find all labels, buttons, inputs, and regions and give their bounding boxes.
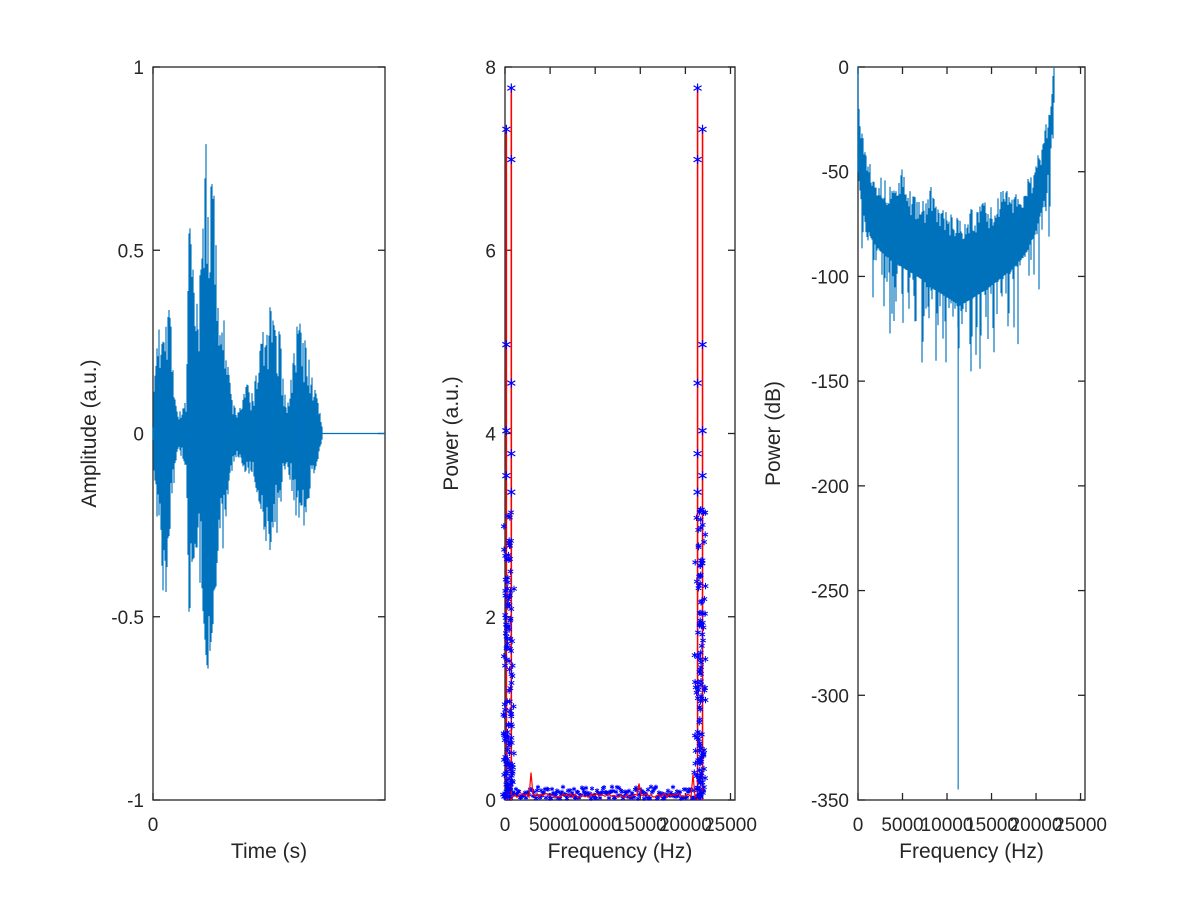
y-tick-label: -0.5 — [111, 608, 144, 629]
noise-floor-markers — [502, 784, 707, 801]
x-axis-label: Frequency (Hz) — [548, 840, 693, 863]
y-tick-label: 2 — [485, 608, 496, 629]
y-axis-label: Amplitude (a.u.) — [78, 359, 101, 507]
y-tick-label: -50 — [822, 163, 849, 184]
x-tick-label: 10000 — [921, 815, 974, 836]
y-tick-label: -300 — [811, 686, 849, 707]
y-tick-label: -200 — [811, 477, 849, 498]
y-axis-label: Power (a.u.) — [440, 376, 463, 490]
x-tick-label: 25000 — [1054, 815, 1107, 836]
y-tick-label: -100 — [811, 267, 849, 288]
x-tick-label: 10000 — [569, 815, 622, 836]
db-spectrum-series — [857, 67, 1055, 372]
x-tick-label: 0 — [148, 815, 159, 836]
y-tick-label: -250 — [811, 582, 849, 603]
red-spectral-lines — [505, 88, 704, 800]
x-tick-label: 0 — [853, 815, 864, 836]
x-tick-label: 20000 — [659, 815, 712, 836]
x-tick-label: 20000 — [1010, 815, 1063, 836]
x-axis-label: Frequency (Hz) — [899, 840, 1044, 863]
y-axis-label: Power (dB) — [762, 381, 785, 486]
y-tick-label: 6 — [485, 241, 496, 262]
x-axis-label: Time (s) — [231, 840, 307, 863]
red-baseline — [504, 772, 704, 799]
x-tick-label: 5000 — [881, 815, 923, 836]
x-tick-label: 0 — [500, 815, 511, 836]
y-tick-label: 0 — [838, 58, 849, 79]
y-tick-label: 1 — [133, 58, 144, 79]
waveform-series — [152, 144, 323, 669]
y-tick-label: -350 — [811, 791, 849, 812]
y-tick-label: -1 — [127, 791, 144, 812]
x-tick-label: 15000 — [614, 815, 667, 836]
y-tick-label: 0 — [485, 791, 496, 812]
y-tick-label: -150 — [811, 372, 849, 393]
x-tick-label: 25000 — [704, 815, 757, 836]
dense-marker-columns — [499, 506, 709, 801]
y-tick-label: 0.5 — [118, 241, 144, 262]
peak-markers — [502, 83, 707, 497]
y-tick-label: 0 — [133, 425, 144, 446]
y-tick-label: 8 — [485, 58, 496, 79]
y-tick-label: 4 — [485, 425, 496, 446]
x-tick-label: 5000 — [529, 815, 571, 836]
x-tick-label: 15000 — [965, 815, 1018, 836]
